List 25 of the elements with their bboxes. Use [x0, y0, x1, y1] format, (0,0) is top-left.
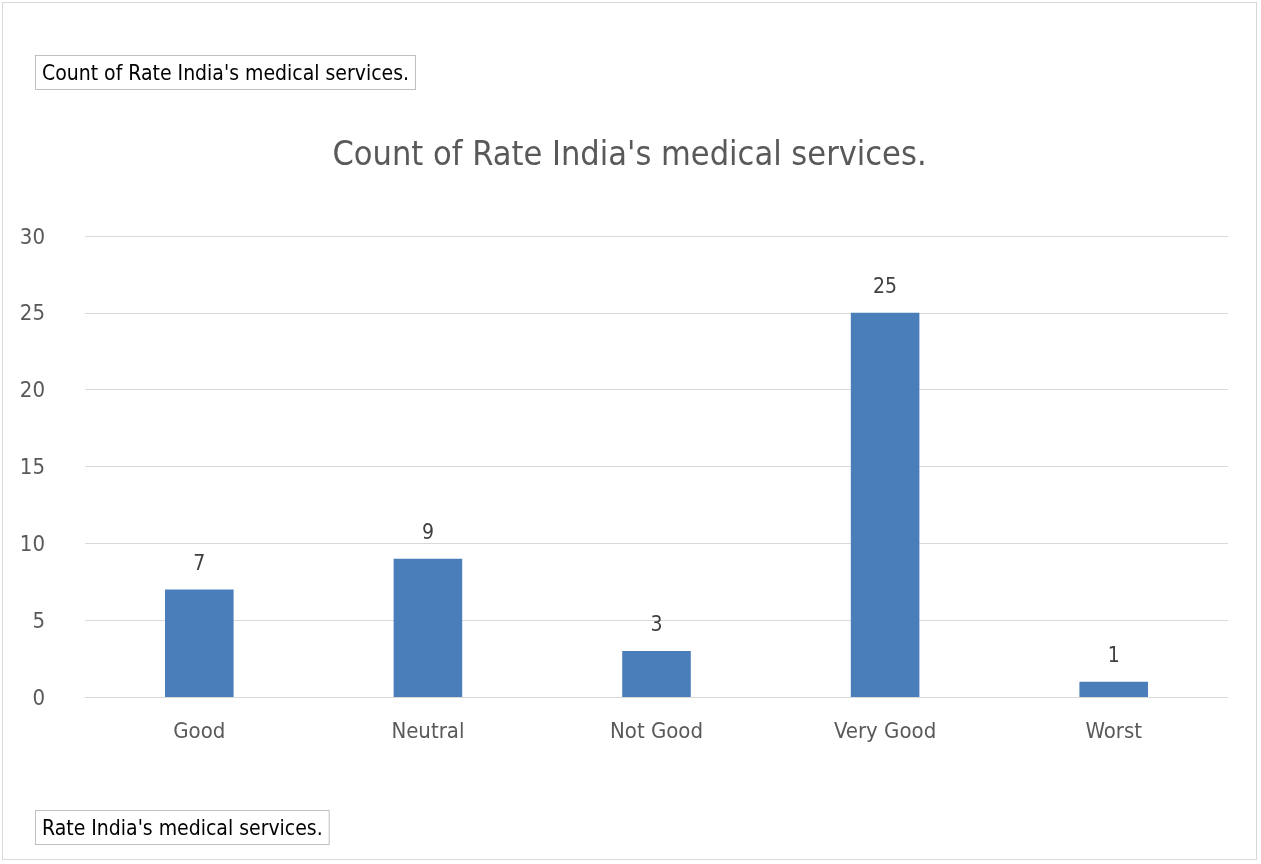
- x-tick-label: Not Good: [609, 717, 704, 743]
- text: Count of Rate India's medical services.: [42, 60, 409, 85]
- chart-title: Count of Rate India's medical services.: [332, 133, 927, 173]
- y-tick-label: 15: [19, 454, 45, 479]
- x-tick-label: Very Good: [833, 717, 937, 743]
- x-tick-label: Good: [173, 717, 226, 743]
- data-label: 7: [193, 550, 206, 575]
- bar: [622, 650, 691, 697]
- y-tick-label: 5: [32, 607, 45, 633]
- bar: [393, 558, 463, 697]
- y-tick-label: 30: [19, 223, 45, 249]
- y-tick-label: 0: [32, 684, 45, 710]
- bar: [165, 589, 234, 697]
- y-tick-label: 10: [19, 530, 45, 556]
- data-label: 25: [873, 274, 898, 299]
- x-tick-label: Worst: [1085, 717, 1143, 743]
- bar: [850, 312, 920, 697]
- bar: [1079, 681, 1148, 697]
- data-label: 3: [650, 612, 663, 637]
- x-axis-title: Rate India's medical services.: [42, 815, 323, 840]
- y-tick-label: 20: [19, 377, 45, 403]
- y-tick-label: 25: [19, 300, 45, 326]
- x-tick-label: Neutral: [391, 717, 465, 743]
- data-label: 1: [1107, 643, 1120, 668]
- data-label: 9: [421, 520, 434, 545]
